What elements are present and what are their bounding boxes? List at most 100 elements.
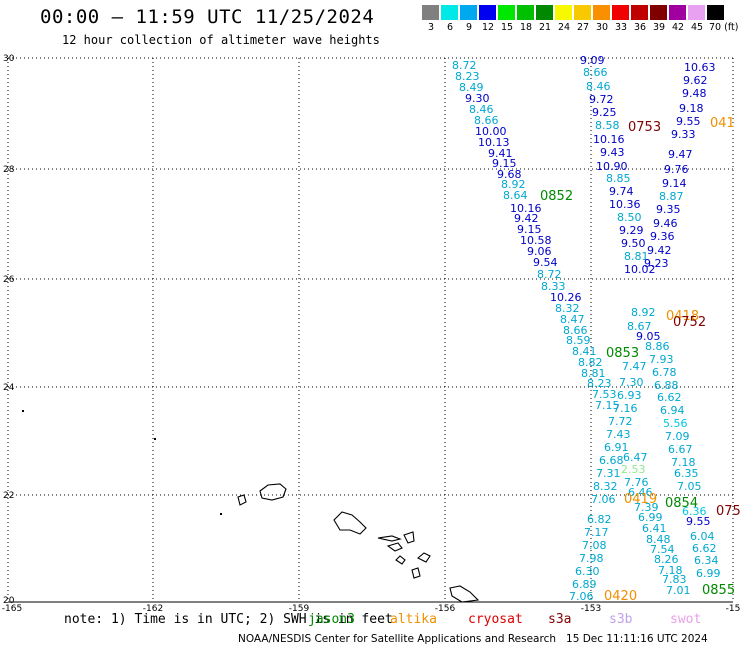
wave-height-reading: 7.53 <box>592 388 617 401</box>
wave-height-reading: 9.06 <box>527 245 552 258</box>
wave-height-reading: 9.74 <box>609 185 634 198</box>
wave-height-reading: 9.33 <box>671 128 696 141</box>
wave-height-reading: 7.39 <box>634 501 659 514</box>
wave-height-reading: 9.42 <box>514 212 539 225</box>
pass-time-label: 0419 <box>624 492 657 507</box>
island-outline <box>411 567 421 579</box>
wave-height-reading: 7.08 <box>582 539 607 552</box>
legend-label: 42 <box>671 22 685 33</box>
satellite-altika: altika <box>390 612 437 627</box>
longitude-label: -162 <box>143 604 163 614</box>
island-outline <box>403 531 415 544</box>
wave-height-reading: 6.35 <box>674 467 699 480</box>
wave-height-reading: 8.85 <box>606 172 631 185</box>
satellite-cryosat: cryosat <box>468 612 523 627</box>
legend-swatch-9 <box>460 5 477 20</box>
wave-height-reading: 7.17 <box>584 526 609 539</box>
latitude-label: 28 <box>3 165 15 175</box>
wave-height-reading: 10.16 <box>593 133 625 146</box>
wave-height-reading: 9.05 <box>636 330 661 343</box>
longitude-label: -153 <box>581 604 601 614</box>
wave-height-reading: 8.32 <box>593 480 618 493</box>
wave-height-reading: 8.48 <box>646 533 671 546</box>
legend-swatch-21 <box>536 5 553 20</box>
wave-height-reading: 6.47 <box>623 451 648 464</box>
legend-swatch-27 <box>574 5 591 20</box>
wave-height-reading: 6.46 <box>628 486 653 499</box>
wave-height-reading: 10.13 <box>478 136 510 149</box>
pass-time-label: 0852 <box>540 189 573 204</box>
wave-height-reading: 8.46 <box>469 103 494 116</box>
map-title: 00:00 – 11:59 UTC 11/25/2024 <box>40 6 375 28</box>
wave-height-reading: 6.30 <box>575 565 600 578</box>
wave-height-reading: 7.72 <box>608 415 633 428</box>
wave-height-reading: 10.63 <box>684 61 716 74</box>
pass-time-label: 0854 <box>665 496 698 511</box>
wave-height-reading: 7.09 <box>665 430 690 443</box>
credit-line: NOAA/NESDIS Center for Satellite Applica… <box>238 633 708 645</box>
wave-height-reading: 8.92 <box>631 306 656 319</box>
wave-height-reading: 10.58 <box>520 234 552 247</box>
islet <box>154 438 156 440</box>
wave-height-reading: 6.62 <box>692 542 717 555</box>
islet <box>22 410 24 412</box>
pass-time-label: 041 <box>710 116 735 131</box>
map-subtitle: 12 hour collection of altimeter wave hei… <box>62 33 380 47</box>
wave-height-reading: 9.36 <box>650 230 675 243</box>
wave-height-reading: 9.50 <box>621 237 646 250</box>
footer-note: note: 1) Time is in UTC; 2) SWH is in fe… <box>64 612 393 627</box>
wave-height-reading: 7.05 <box>677 480 702 493</box>
wave-height-reading: 8.67 <box>627 320 652 333</box>
latitude-label: 30 <box>3 54 15 64</box>
wave-height-reading: 9.76 <box>664 163 689 176</box>
wave-height-reading: 8.72 <box>452 59 477 72</box>
wave-height-reading: 10.36 <box>609 198 641 211</box>
wave-height-reading: 2.53 <box>621 463 646 476</box>
wave-height-reading: 9.35 <box>656 203 681 216</box>
legend-label: 45 <box>690 22 704 33</box>
island-outline <box>333 511 367 535</box>
wave-height-reading: 6.82 <box>587 513 612 526</box>
wave-height-reading: 8.82 <box>578 356 603 369</box>
wave-height-reading: 9.09 <box>580 54 605 67</box>
satellite-swot: swot <box>670 612 702 627</box>
wave-height-reading: 8.87 <box>659 190 684 203</box>
generation-timestamp: 15 Dec 11:11:16 UTC 2024 <box>566 633 708 645</box>
pass-time-label: 0752 <box>673 315 706 330</box>
legend-label: 21 <box>538 22 552 33</box>
legend-swatch-70 <box>707 5 724 20</box>
island-outline <box>377 535 402 542</box>
legend-swatch-6 <box>441 5 458 20</box>
wave-height-reading: 6.34 <box>694 554 719 567</box>
wave-height-reading: 7.06 <box>591 493 616 506</box>
wave-height-reading: 7.15 <box>595 399 620 412</box>
wave-height-reading: 7.47 <box>622 360 647 373</box>
legend-label: 36 <box>633 22 647 33</box>
wave-height-reading: 8.23 <box>455 70 480 83</box>
legend-label: 12 <box>481 22 495 33</box>
wave-height-reading: 9.29 <box>619 224 644 237</box>
wave-height-reading: 6.94 <box>660 404 685 417</box>
legend-swatch-15 <box>498 5 515 20</box>
wave-height-reading: 6.78 <box>652 366 677 379</box>
satellite-jason3: jason3 <box>308 612 355 627</box>
wave-height-reading: 6.62 <box>657 391 682 404</box>
legend-swatch-45 <box>688 5 705 20</box>
island-outline <box>449 585 480 603</box>
legend-label: 3 <box>427 22 435 33</box>
wave-height-reading: 7.76 <box>624 476 649 489</box>
wave-height-reading: 9.68 <box>497 168 522 181</box>
legend-swatch-30 <box>593 5 610 20</box>
wave-height-reading: 9.14 <box>662 177 687 190</box>
wave-height-reading: 8.49 <box>459 81 484 94</box>
wave-height-reading: 8.81 <box>581 367 606 380</box>
pass-time-label: 0753 <box>628 120 661 135</box>
wave-height-reading: 8.41 <box>572 345 597 358</box>
pass-time-label: 0420 <box>604 589 637 604</box>
legend-swatch-12 <box>479 5 496 20</box>
satellite-s3b: s3b <box>609 612 633 627</box>
wave-height-reading: 9.62 <box>683 74 708 87</box>
legend-swatch-24 <box>555 5 572 20</box>
island-outline <box>386 542 403 552</box>
